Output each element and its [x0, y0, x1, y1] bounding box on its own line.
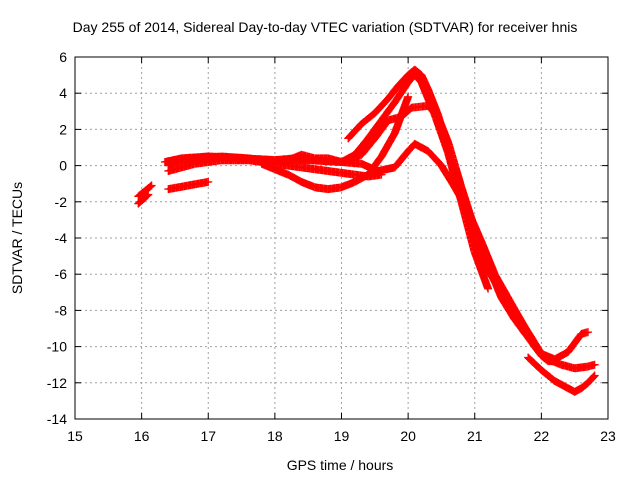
x-tick-label: 18: [267, 428, 283, 444]
data-point: [484, 284, 493, 293]
y-axis-label: SDTVAR / TECUs: [9, 182, 25, 294]
tick-layer: 15 16 17 18 19 20 21 22 23 -14 -12 -10 -8 -6 -4 -2 0 2 4 6: [47, 49, 616, 444]
data-point-run: [524, 353, 545, 374]
data-point-run: [357, 135, 378, 159]
y-tick-label: -2: [55, 194, 68, 210]
data-point-run: [297, 150, 318, 162]
data-point: [590, 360, 599, 369]
data-point-run: [470, 234, 492, 274]
x-tick-label: 22: [534, 428, 550, 444]
data-point: [147, 181, 156, 190]
data-point-run: [470, 248, 492, 292]
data-point-run: [564, 331, 585, 356]
series-track-6: [164, 156, 386, 181]
data-point-run: [384, 83, 402, 103]
data-point: [204, 177, 213, 186]
data-point: [377, 170, 386, 179]
x-tick-label: 21: [467, 428, 483, 444]
data-point-run: [134, 191, 152, 208]
x-tick-label: 20: [400, 428, 416, 444]
series-track-9: [134, 181, 156, 201]
data-point-run: [537, 366, 558, 385]
data-point: [590, 371, 599, 380]
y-tick-label: -6: [55, 266, 68, 282]
data-point-run: [510, 306, 532, 335]
data-point-run: [284, 170, 305, 186]
data-point-run: [390, 94, 412, 137]
data-point-run: [344, 120, 365, 143]
data-point-run: [364, 117, 385, 143]
y-tick-label: 2: [59, 121, 67, 137]
chart-title: Day 255 of 2014, Sidereal Day-to-day VTE…: [73, 19, 578, 35]
data-point-run: [424, 85, 442, 118]
data-point-run: [394, 72, 412, 90]
data-point-run: [177, 160, 198, 172]
x-tick-label: 15: [67, 428, 83, 444]
data-layer: [134, 65, 599, 396]
y-tick-label: 6: [59, 49, 67, 65]
data-point-run: [370, 117, 392, 143]
y-tick-label: -8: [55, 302, 68, 318]
data-point-run: [337, 151, 358, 166]
data-point-run: [350, 135, 372, 159]
y-tick-label: -4: [55, 230, 68, 246]
data-point-run: [417, 71, 432, 93]
data-point-run: [577, 379, 592, 393]
data-point-run: [424, 147, 445, 169]
data-point: [404, 92, 413, 101]
x-axis-label: GPS time / hours: [287, 457, 394, 473]
data-point-run: [337, 178, 358, 192]
data-point-run: [357, 109, 378, 128]
data-point-run: [134, 182, 155, 201]
data-point-run: [370, 95, 392, 118]
x-tick-label: 23: [600, 428, 616, 444]
data-point-run: [444, 147, 465, 201]
x-tick-label: 16: [134, 428, 150, 444]
y-tick-label: -10: [47, 339, 67, 355]
data-point-run: [164, 154, 198, 168]
y-tick-label: -12: [47, 375, 67, 391]
data-point: [584, 328, 593, 337]
y-tick-label: 0: [59, 158, 67, 174]
data-point-run: [410, 65, 425, 79]
data-point-run: [377, 99, 398, 125]
data-point-run: [484, 266, 505, 296]
data-point-run: [524, 328, 545, 357]
series-track-10: [164, 177, 213, 194]
data-point-run: [390, 79, 412, 107]
data-point-run: [457, 194, 479, 241]
series-track-4: [344, 65, 593, 364]
x-tick-label: 17: [200, 428, 216, 444]
data-point-run: [584, 372, 598, 387]
data-point-run: [550, 377, 571, 392]
y-tick-label: 4: [59, 85, 67, 101]
data-point-run: [164, 163, 185, 175]
data-point-run: [270, 165, 291, 179]
x-tick-label: 19: [334, 428, 350, 444]
data-point-run: [297, 177, 318, 191]
series-track-7: [524, 353, 599, 396]
data-point-run: [550, 348, 571, 364]
data-point-run: [390, 148, 412, 172]
y-tick-label: -14: [47, 411, 67, 427]
data-point-run: [377, 130, 399, 161]
data-point-run: [434, 110, 452, 154]
data-point-run: [410, 139, 431, 155]
